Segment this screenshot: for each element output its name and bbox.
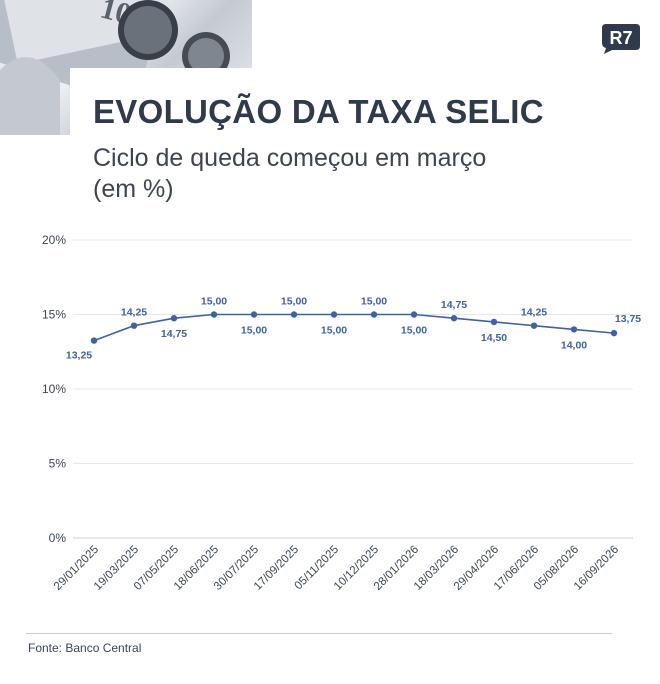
data-point (450, 315, 458, 322)
data-point (570, 326, 578, 333)
data-label: 15,00 (361, 296, 387, 308)
data-point (370, 311, 378, 318)
series-line (93, 313, 615, 342)
data-label: 14,75 (441, 299, 467, 311)
data-point (530, 322, 538, 329)
y-tick-label: 10% (42, 382, 66, 396)
data-label: 14,00 (561, 339, 587, 351)
r7-logo: R7 (602, 24, 640, 54)
y-tick-label: 5% (49, 457, 67, 471)
series-layer (90, 311, 618, 344)
data-label: 15,00 (201, 296, 227, 308)
grid-layer: 0% 5% 10% 15% 20% (42, 233, 633, 545)
data-label: 15,00 (241, 325, 267, 337)
chart-subtitle: Ciclo de queda começou em março (em %) (93, 144, 487, 203)
x-tick-layer: 29/01/202519/03/202507/05/202518/06/2025… (52, 544, 621, 593)
y-tick-label: 20% (42, 233, 66, 247)
chart-title: EVOLUÇÃO DA TAXA SELIC (93, 93, 544, 130)
source-note: Fonte: Banco Central (28, 641, 142, 655)
data-label: 14,25 (121, 307, 147, 319)
data-label: 15,00 (401, 325, 427, 337)
data-point (210, 311, 218, 318)
selic-line-chart: 0%5%10%15%20% 13,2514,2514,7515,0015,001… (42, 233, 641, 593)
footer-divider (26, 633, 612, 634)
data-point (410, 311, 418, 318)
data-label-layer: 13,25 14,25 14,75 15,00 15,00 15,00 15,00 15,00… (66, 296, 641, 362)
data-point (250, 311, 258, 318)
data-point (290, 311, 298, 318)
data-point (130, 322, 138, 329)
data-label: 14,25 (521, 307, 547, 319)
data-label: 14,75 (161, 328, 187, 340)
data-point (90, 337, 98, 344)
data-label: 13,75 (615, 313, 641, 325)
data-point (330, 311, 338, 318)
data-label: 15,00 (281, 296, 307, 308)
data-point (170, 315, 178, 322)
data-label: 13,25 (66, 350, 92, 362)
logo-text: R7 (609, 28, 632, 48)
header-photo-money: 100 (0, 0, 252, 135)
y-tick-label: 15% (42, 308, 66, 322)
data-point (610, 329, 618, 337)
data-label: 15,00 (321, 325, 347, 337)
data-label: 14,50 (481, 332, 507, 344)
data-point (490, 318, 498, 326)
y-tick-label: 0% (49, 531, 67, 545)
